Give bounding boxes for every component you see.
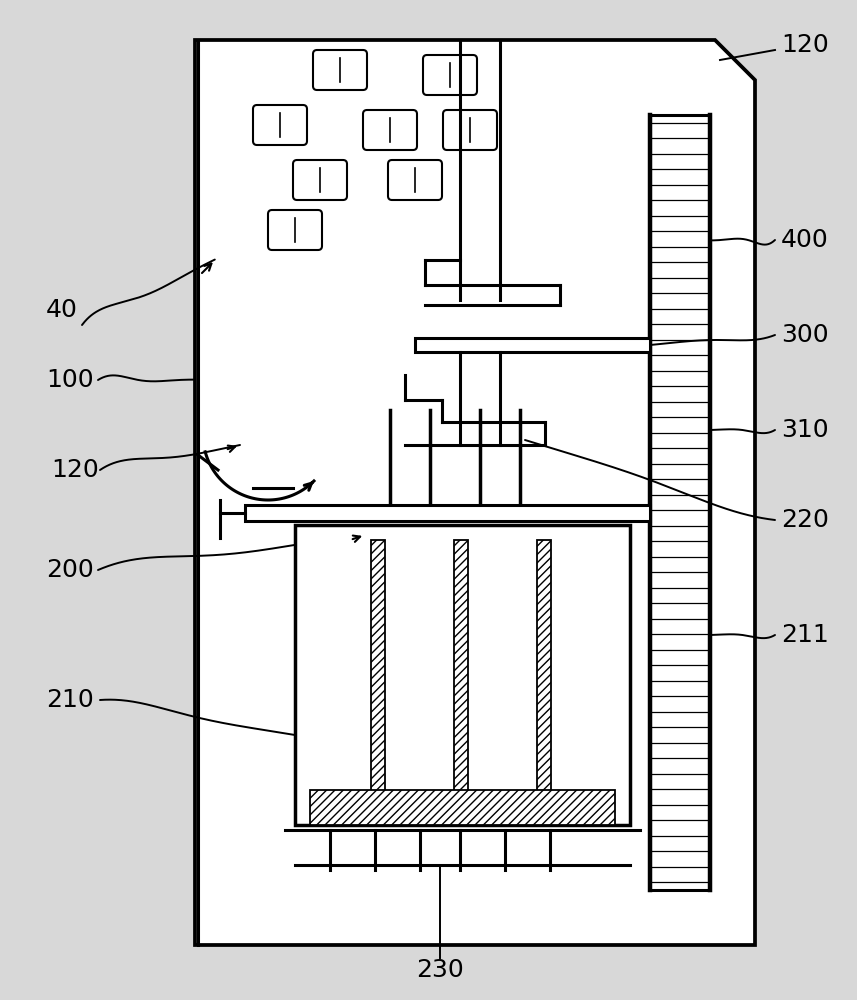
Text: 40: 40 bbox=[46, 298, 78, 322]
FancyBboxPatch shape bbox=[313, 50, 367, 90]
Text: 210: 210 bbox=[46, 688, 94, 712]
Bar bbox=[415, 338, 650, 352]
FancyBboxPatch shape bbox=[388, 160, 442, 200]
Text: 220: 220 bbox=[781, 508, 829, 532]
FancyBboxPatch shape bbox=[268, 210, 322, 250]
Text: 300: 300 bbox=[782, 323, 829, 347]
Text: 200: 200 bbox=[46, 558, 94, 582]
Text: 310: 310 bbox=[782, 418, 829, 442]
Bar bbox=[537, 540, 551, 810]
FancyBboxPatch shape bbox=[363, 110, 417, 150]
Bar bbox=[371, 540, 385, 810]
Text: 100: 100 bbox=[46, 368, 93, 392]
Bar bbox=[245, 505, 650, 521]
FancyBboxPatch shape bbox=[253, 105, 307, 145]
Text: 211: 211 bbox=[781, 623, 829, 647]
Bar bbox=[310, 790, 615, 825]
Bar bbox=[295, 525, 630, 825]
FancyBboxPatch shape bbox=[423, 55, 477, 95]
Polygon shape bbox=[195, 40, 755, 945]
Text: 230: 230 bbox=[417, 958, 464, 982]
Bar bbox=[650, 115, 710, 890]
Text: 120: 120 bbox=[51, 458, 99, 482]
Text: 120: 120 bbox=[781, 33, 829, 57]
Bar bbox=[454, 540, 468, 810]
Text: 400: 400 bbox=[781, 228, 829, 252]
FancyBboxPatch shape bbox=[293, 160, 347, 200]
FancyBboxPatch shape bbox=[443, 110, 497, 150]
